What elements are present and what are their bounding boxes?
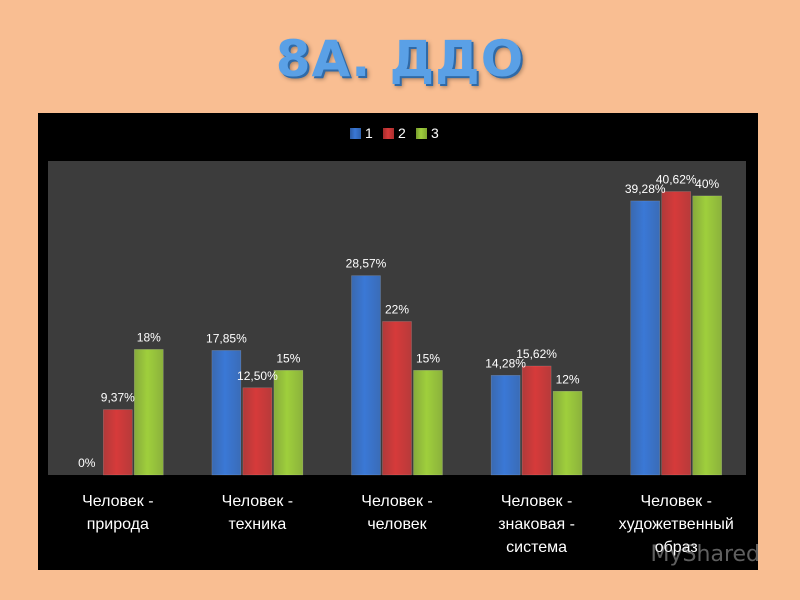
data-label-s2-c2: 12,50% [237, 369, 278, 383]
category-label-4-line-2: знаковая - [498, 516, 575, 533]
category-label-3-line-2: человек [367, 516, 427, 533]
data-label-s1-c2: 17,85% [206, 331, 247, 345]
data-label-s3-c4: 12% [556, 372, 580, 386]
legend-label-3: 3 [431, 125, 439, 141]
bar-s1-c3 [351, 275, 381, 476]
category-label-4-line-1: Человек - [501, 493, 572, 510]
category-label-4-line-3: система [506, 539, 567, 556]
bar-s3-c5 [692, 195, 722, 476]
bar-s2-c1 [103, 409, 133, 476]
bar-s3-c3 [413, 370, 443, 476]
bar-s2-c3 [382, 321, 412, 476]
bar-s1-c4 [490, 375, 521, 476]
bar-s1-c2 [211, 350, 242, 476]
bar-s1-c5 [630, 200, 660, 476]
data-label-s3-c2: 15% [276, 351, 300, 365]
bar-s3-c2 [273, 370, 304, 476]
category-label-5-line-1: Человек - [640, 493, 711, 510]
data-label-s1-c4: 14,28% [485, 356, 526, 370]
data-label-s3-c5: 40% [695, 177, 719, 191]
data-label-s2-c4: 15,62% [516, 347, 557, 361]
data-label-s1-c3: 28,57% [346, 257, 387, 271]
data-label-s1-c1: 0% [78, 456, 96, 470]
category-label-1-line-2: природа [87, 516, 149, 533]
legend-swatch-3 [416, 128, 427, 139]
category-label-5-line-3: образ [655, 539, 698, 556]
bar-s3-c4 [552, 391, 583, 476]
category-label-2-line-1: Человек - [222, 493, 293, 510]
data-label-s1-c5: 39,28% [625, 182, 666, 196]
data-label-s2-c1: 9,37% [101, 391, 135, 405]
data-label-s3-c3: 15% [416, 351, 440, 365]
bar-s2-c4 [521, 365, 552, 476]
legend-swatch-2 [383, 128, 394, 139]
category-label-5-line-2: художетвенный [619, 516, 734, 533]
bar-s3-c1 [134, 349, 164, 476]
watermark-text: MyShared [650, 542, 760, 567]
category-label-2-line-2: техника [229, 516, 287, 533]
data-label-s2-c3: 22% [385, 302, 409, 316]
bar-chart: 0% 9,37% 18% 17,85% 12,50% 15% 28,57% 22% 15% 14,… [48, 125, 746, 556]
slide-title: 8А. ДДО [275, 30, 525, 88]
legend-label-1: 1 [365, 125, 373, 141]
chart-panel: 0% 9,37% 18% 17,85% 12,50% 15% 28,57% 22% 15% 14,… [38, 113, 758, 570]
bar-s2-c5 [661, 191, 691, 476]
category-label-3-line-1: Человек - [361, 493, 432, 510]
legend-swatch-1 [350, 128, 361, 139]
bar-s2-c2 [242, 387, 273, 476]
category-label-1-line-1: Человек - [82, 493, 153, 510]
data-label-s3-c1: 18% [137, 330, 161, 344]
data-label-s2-c5: 40,62% [656, 173, 697, 187]
legend-label-2: 2 [398, 125, 406, 141]
